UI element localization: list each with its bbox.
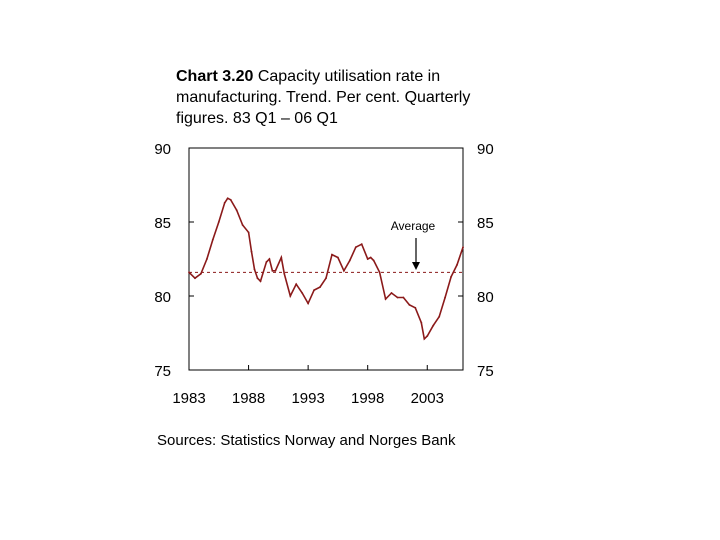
y-tick-label-left-85: 85 [154,215,171,232]
chart-title: Chart 3.20 Capacity utilisation rate in … [176,66,496,129]
data-point-20 [280,256,283,259]
data-point-36 [369,256,372,259]
y-tick-label-right-85: 85 [477,215,494,232]
data-point-12 [250,250,253,253]
data-point-9 [235,209,238,212]
data-point-19 [274,269,277,272]
data-point-53 [462,246,464,249]
data-point-40 [390,292,393,294]
data-point-43 [408,304,411,306]
data-point-3 [206,258,208,260]
y-tick-label-right-75: 75 [477,363,494,380]
plot-frame [188,147,464,371]
x-tick-label-2003: 2003 [411,390,444,407]
data-point-49 [438,315,441,318]
x-tick-label-1988: 1988 [232,390,265,407]
data-point-10 [241,224,244,226]
data-point-15 [259,280,262,283]
data-point-0 [188,271,190,274]
data-point-18 [271,269,274,272]
data-point-51 [450,275,452,278]
data-point-37 [372,259,375,262]
data-point-52 [456,264,458,266]
data-point-32 [348,259,351,262]
chart-title-text: Capacity utilisation rate in manufacturi… [176,68,471,127]
y-tick-label-right-80: 80 [477,289,494,306]
data-point-34 [360,243,363,246]
data-point-50 [444,296,446,299]
data-point-47 [426,335,429,337]
average-annotation: Average [391,219,436,233]
y-axis-right: 75 80 85 90 [458,141,494,380]
data-point-31 [343,269,345,272]
series-points [188,197,464,340]
data-point-39 [384,298,387,300]
data-point-24 [301,292,304,294]
y-tick-label-left-75: 75 [154,363,171,380]
data-point-11 [247,231,250,234]
data-point-22 [289,295,292,297]
data-point-21 [283,272,286,275]
series-line-capacity-utilisation [188,197,464,341]
data-point-35 [366,258,369,260]
data-point-5 [217,221,220,223]
x-tick-label-1993: 1993 [291,390,324,407]
data-point-29 [331,253,333,256]
data-point-25 [307,302,309,305]
data-point-17 [268,258,271,260]
data-point-2 [200,272,202,275]
y-tick-label-left-80: 80 [154,289,171,306]
data-point-48 [432,324,435,327]
data-point-23 [295,283,298,286]
data-point-30 [337,256,339,259]
chart-number: Chart 3.20 [176,68,254,85]
source-note: Sources: Statistics Norway and Norges Ba… [157,432,456,449]
data-point-14 [256,277,259,280]
x-axis: 1983 1988 1993 1998 2003 [172,365,444,407]
data-point-8 [229,198,232,201]
data-point-1 [194,277,196,280]
data-point-26 [313,289,315,291]
data-point-16 [265,261,268,263]
data-point-33 [354,246,357,249]
average-arrow-head [412,262,420,270]
data-point-41 [396,296,399,299]
data-point-7 [226,197,229,200]
data-point-38 [378,271,381,274]
data-point-45 [420,321,423,324]
data-point-28 [325,277,327,280]
x-tick-label-1998: 1998 [351,390,384,407]
y-tick-label-left-90: 90 [154,141,171,158]
data-point-27 [319,286,321,288]
data-point-6 [223,201,226,204]
y-tick-label-right-90: 90 [477,141,494,158]
data-point-44 [414,306,417,309]
x-tick-label-1983: 1983 [172,390,205,407]
data-point-42 [402,296,405,299]
y-axis-left: 75 80 85 90 [154,141,194,380]
data-point-4 [211,238,214,241]
data-point-46 [423,338,426,340]
data-point-13 [253,268,256,271]
